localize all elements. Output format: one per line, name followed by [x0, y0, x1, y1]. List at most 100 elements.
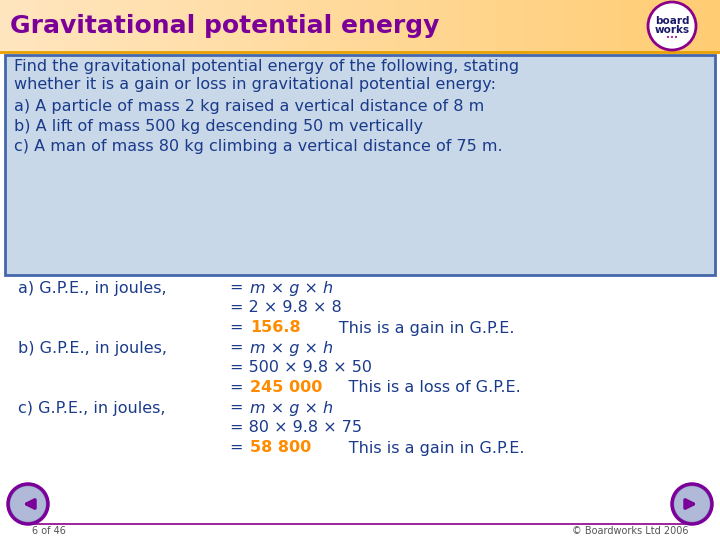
Bar	[489, 0, 490, 52]
Bar	[150, 0, 151, 52]
Bar	[703, 0, 704, 52]
Bar	[479, 0, 480, 52]
Bar	[696, 0, 697, 52]
Bar	[717, 0, 718, 52]
Bar	[574, 0, 575, 52]
Bar	[183, 0, 184, 52]
Bar	[128, 0, 129, 52]
Bar	[309, 0, 310, 52]
Bar	[579, 0, 580, 52]
Circle shape	[8, 484, 48, 524]
Bar	[71, 0, 72, 52]
Bar	[239, 0, 240, 52]
Text: b) G.P.E., in joules,: b) G.P.E., in joules,	[18, 341, 167, 355]
Bar	[388, 0, 389, 52]
Bar	[325, 0, 326, 52]
Bar	[476, 0, 477, 52]
Bar	[359, 0, 360, 52]
Bar	[3, 0, 4, 52]
Bar	[292, 0, 293, 52]
Bar	[13, 0, 14, 52]
Bar	[616, 0, 617, 52]
Bar	[527, 0, 528, 52]
Bar	[411, 0, 412, 52]
Bar	[492, 0, 493, 52]
Bar	[602, 0, 603, 52]
Text: b) A lift of mass 500 kg descending 50 m vertically: b) A lift of mass 500 kg descending 50 m…	[14, 118, 423, 133]
Bar	[501, 0, 502, 52]
Bar	[311, 0, 312, 52]
Bar	[141, 0, 142, 52]
Bar	[261, 0, 262, 52]
Text: © Boardworks Ltd 2006: © Boardworks Ltd 2006	[572, 526, 688, 536]
Bar	[526, 0, 527, 52]
Text: c) G.P.E., in joules,: c) G.P.E., in joules,	[18, 401, 166, 415]
Bar	[551, 0, 552, 52]
Bar	[54, 0, 55, 52]
Bar	[619, 0, 620, 52]
Bar	[452, 0, 453, 52]
Bar	[414, 0, 415, 52]
Bar	[364, 0, 365, 52]
Bar	[573, 0, 574, 52]
Bar	[713, 0, 714, 52]
Bar	[645, 0, 646, 52]
Bar	[361, 0, 362, 52]
Bar	[493, 0, 494, 52]
Bar	[437, 0, 438, 52]
Bar	[490, 0, 491, 52]
Bar	[566, 0, 567, 52]
Bar	[459, 0, 460, 52]
Bar	[598, 0, 599, 52]
Bar	[120, 0, 121, 52]
Bar	[283, 0, 284, 52]
Text: m × g × h: m × g × h	[250, 280, 333, 295]
Circle shape	[11, 487, 45, 521]
Bar	[396, 0, 397, 52]
Bar	[537, 0, 538, 52]
Bar	[228, 0, 229, 52]
Bar	[336, 0, 337, 52]
Bar	[657, 0, 658, 52]
Bar	[65, 0, 66, 52]
Bar	[166, 0, 167, 52]
Bar	[102, 0, 103, 52]
Bar	[55, 0, 56, 52]
Bar	[305, 0, 306, 52]
Bar	[633, 0, 634, 52]
Bar	[31, 0, 32, 52]
Bar	[555, 0, 556, 52]
Bar	[468, 0, 469, 52]
Bar	[163, 0, 164, 52]
Bar	[365, 0, 366, 52]
Bar	[544, 0, 545, 52]
Bar	[363, 0, 364, 52]
Bar	[0, 0, 1, 52]
Bar	[453, 0, 454, 52]
Bar	[624, 0, 625, 52]
Bar	[509, 0, 510, 52]
Bar	[109, 0, 110, 52]
Bar	[617, 0, 618, 52]
Bar	[203, 0, 204, 52]
Bar	[114, 0, 115, 52]
Bar	[480, 0, 481, 52]
Bar	[341, 0, 342, 52]
Bar	[529, 0, 530, 52]
Bar	[121, 0, 122, 52]
Bar	[214, 0, 215, 52]
Bar	[367, 0, 368, 52]
Bar	[423, 0, 424, 52]
Bar	[557, 0, 558, 52]
Bar	[719, 0, 720, 52]
Text: m × g × h: m × g × h	[250, 401, 333, 415]
Bar	[560, 0, 561, 52]
Bar	[49, 0, 50, 52]
Bar	[449, 0, 450, 52]
Text: =: =	[230, 321, 248, 335]
Bar	[280, 0, 281, 52]
Bar	[134, 0, 135, 52]
Text: 245 000: 245 000	[250, 381, 323, 395]
Bar	[586, 0, 587, 52]
Bar	[274, 0, 275, 52]
